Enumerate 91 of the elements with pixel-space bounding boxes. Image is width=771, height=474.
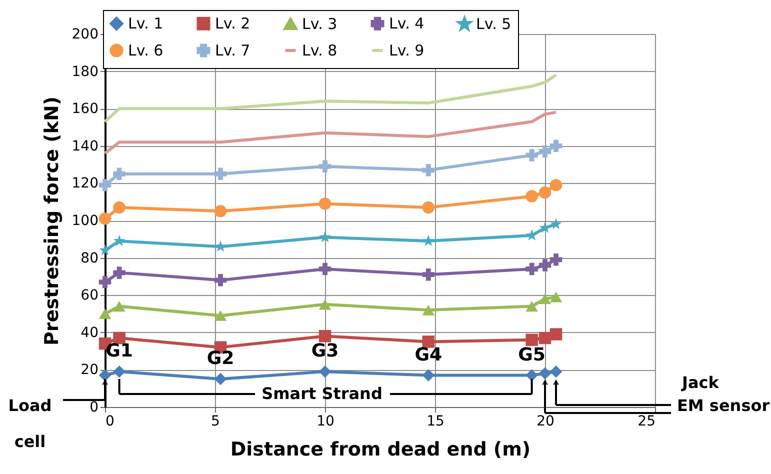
- point: [550, 218, 562, 230]
- annotation: G2: [206, 348, 234, 370]
- point: [550, 178, 562, 192]
- point: [98, 308, 112, 320]
- point: [526, 300, 538, 312]
- legend-label: Lv. 5: [476, 15, 512, 34]
- point: [550, 292, 562, 302]
- legend-label: Lv. 7: [215, 42, 250, 60]
- y-tick-label: 80: [80, 250, 98, 266]
- annotation: G5: [518, 344, 546, 366]
- x-tick-label: 10: [316, 414, 334, 430]
- point: [113, 201, 126, 214]
- y-tick-label: 140: [72, 138, 98, 154]
- point: [113, 234, 126, 246]
- point: [538, 145, 552, 158]
- legend-label: Lv. 3: [302, 14, 338, 33]
- point: [538, 367, 552, 380]
- x-tick-label: 0: [106, 414, 114, 430]
- point: [113, 365, 126, 378]
- y-tick-label: 180: [72, 64, 98, 80]
- point: [318, 198, 332, 210]
- point: [422, 369, 435, 382]
- y-tick-label: 100: [72, 213, 98, 229]
- legend-label: Lv. 1: [128, 14, 164, 33]
- point: [422, 164, 435, 176]
- legend-label: Lv. 6: [128, 42, 164, 60]
- text: Jack: [681, 373, 720, 392]
- y-axis-title: Prestressing force (kN): [40, 96, 63, 346]
- point: [422, 268, 435, 281]
- y-tick-label: 0: [90, 400, 98, 416]
- point: [318, 299, 332, 310]
- point: [318, 330, 332, 342]
- point: [526, 229, 538, 240]
- x-tick-label: 15: [426, 414, 444, 430]
- text: Load cell: [8, 396, 52, 451]
- y-tick-label: 40: [80, 324, 98, 341]
- point: [318, 262, 332, 276]
- text: EM sensor: [677, 396, 770, 415]
- point: [98, 276, 112, 288]
- point: [422, 336, 435, 348]
- point: [422, 201, 435, 214]
- point: [550, 365, 562, 378]
- point: [113, 300, 126, 312]
- legend-label: Lv. 2: [215, 14, 250, 33]
- y-tick-label: 120: [72, 176, 98, 192]
- point: [214, 168, 227, 180]
- line-series: [104, 110, 558, 155]
- x-tick-label: 25: [638, 414, 656, 430]
- point: [538, 186, 552, 199]
- x-axis-title: Distance from dead end (m): [230, 438, 531, 460]
- point: [538, 259, 552, 272]
- point: [113, 168, 126, 180]
- point: [214, 372, 227, 386]
- legend-label: Lv. 9: [389, 42, 424, 60]
- y-tick-label: 20: [80, 362, 98, 378]
- point: [526, 369, 538, 382]
- y-tick-label: 200: [72, 26, 98, 42]
- point: [214, 310, 227, 321]
- point: [98, 369, 112, 382]
- point: [318, 365, 332, 378]
- point: [214, 240, 226, 252]
- x-tick-label: 20: [536, 414, 554, 430]
- legend-label: Lv. 8: [302, 42, 338, 60]
- point: [319, 231, 331, 242]
- point: [98, 178, 112, 192]
- y-tick-label: 60: [80, 288, 98, 304]
- point: [538, 332, 552, 344]
- point: [422, 304, 435, 316]
- annotation: G1: [106, 340, 133, 362]
- point: [550, 140, 562, 152]
- point: [98, 212, 112, 225]
- point: [214, 274, 227, 286]
- legend-label: Lv. 4: [389, 14, 424, 33]
- point: [526, 262, 538, 276]
- point: [318, 160, 332, 173]
- point: [526, 190, 538, 202]
- annotation: Smart Strand: [262, 384, 382, 403]
- point: [214, 205, 227, 218]
- point: [550, 254, 562, 266]
- annotation: G3: [311, 340, 339, 362]
- x-tick-label: 5: [211, 414, 220, 430]
- point: [526, 334, 538, 346]
- point: [422, 234, 434, 246]
- annotation: G4: [414, 344, 442, 366]
- line-series: [104, 74, 558, 124]
- point: [113, 266, 126, 279]
- point: [99, 244, 111, 256]
- point: [538, 294, 552, 304]
- point: [526, 149, 538, 162]
- point: [550, 328, 562, 340]
- y-tick-label: 160: [72, 101, 98, 118]
